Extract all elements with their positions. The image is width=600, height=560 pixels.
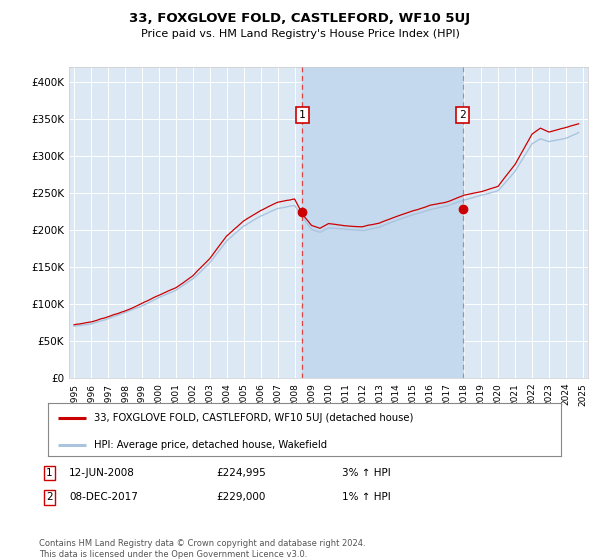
Text: 2: 2 — [46, 492, 53, 502]
Text: 33, FOXGLOVE FOLD, CASTLEFORD, WF10 5UJ (detached house): 33, FOXGLOVE FOLD, CASTLEFORD, WF10 5UJ … — [94, 413, 413, 423]
Text: HPI: Average price, detached house, Wakefield: HPI: Average price, detached house, Wake… — [94, 440, 327, 450]
Text: 1% ↑ HPI: 1% ↑ HPI — [342, 492, 391, 502]
Text: 3% ↑ HPI: 3% ↑ HPI — [342, 468, 391, 478]
Text: 33, FOXGLOVE FOLD, CASTLEFORD, WF10 5UJ: 33, FOXGLOVE FOLD, CASTLEFORD, WF10 5UJ — [130, 12, 470, 25]
Text: 1: 1 — [299, 110, 305, 120]
Text: Contains HM Land Registry data © Crown copyright and database right 2024.
This d: Contains HM Land Registry data © Crown c… — [39, 539, 365, 559]
Text: 2: 2 — [460, 110, 466, 120]
Text: 12-JUN-2008: 12-JUN-2008 — [69, 468, 135, 478]
Text: 08-DEC-2017: 08-DEC-2017 — [69, 492, 138, 502]
Text: £229,000: £229,000 — [216, 492, 265, 502]
Text: Price paid vs. HM Land Registry's House Price Index (HPI): Price paid vs. HM Land Registry's House … — [140, 29, 460, 39]
Text: £224,995: £224,995 — [216, 468, 266, 478]
Text: 1: 1 — [46, 468, 53, 478]
Bar — [302, 67, 463, 378]
